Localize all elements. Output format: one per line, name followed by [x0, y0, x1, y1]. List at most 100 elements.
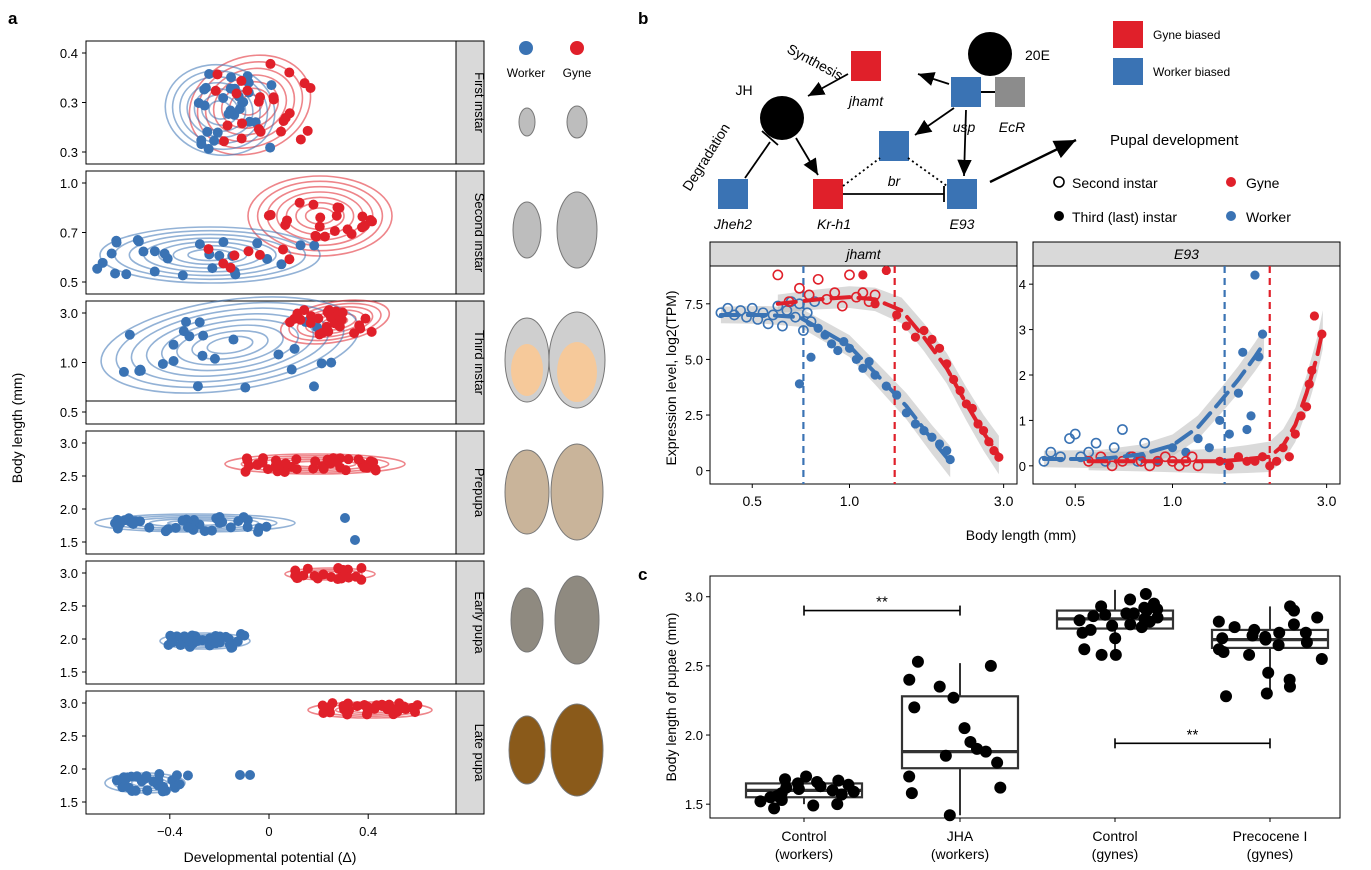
- worker-point: [326, 357, 337, 368]
- worker-point: [295, 240, 306, 251]
- worker-point: [308, 381, 319, 392]
- gyne-legend-label: Gyne: [563, 66, 592, 80]
- filled-gyne-point: [858, 270, 868, 280]
- worker-point: [232, 636, 243, 647]
- usp-to-e93-arrow: [957, 109, 972, 177]
- open-worker-point: [777, 320, 788, 332]
- category-label-line: (gynes): [1092, 846, 1139, 862]
- facet-strip: [1032, 241, 1341, 267]
- jh-node: [760, 96, 804, 140]
- worker-point: [273, 349, 284, 360]
- pupa-point: [1273, 626, 1286, 639]
- filled-worker-point: [1233, 388, 1244, 398]
- ytick-label: 2.0: [60, 502, 78, 517]
- pupa-point: [768, 802, 781, 815]
- ytick-label: 0.7: [60, 226, 78, 241]
- gyne-point: [317, 700, 328, 711]
- pupae-y-axis-label: Body length of pupae (mm): [663, 613, 679, 782]
- worker-point: [200, 82, 211, 93]
- worker-specimen: [512, 201, 542, 259]
- pupa-point: [1216, 632, 1229, 645]
- ytick-label: 0.4: [60, 46, 78, 61]
- pupa-point: [800, 770, 813, 783]
- open-worker-point: [1038, 455, 1050, 467]
- xtick-label: 3.0: [994, 493, 1014, 509]
- worker-point: [97, 257, 108, 268]
- open-worker-point: [1139, 437, 1151, 449]
- pupa-point: [1311, 611, 1324, 624]
- second-instar-legend-marker: [1053, 176, 1065, 188]
- krh1-label: Kr-h1: [817, 216, 851, 232]
- filled-gyne-point: [1309, 311, 1320, 321]
- open-worker-point: [1083, 446, 1095, 458]
- pupa-point: [933, 680, 946, 693]
- gyne-point: [334, 321, 345, 332]
- gyne-point: [362, 706, 373, 717]
- pupa-point: [991, 756, 1004, 769]
- pupae-boxplot: 1.5 2.0 2.5 3.0 Control (workers) JHA (workers)…: [685, 575, 1341, 862]
- gyne-legend-dot: [570, 41, 584, 55]
- filled-gyne-point: [892, 310, 902, 320]
- open-gyne-point: [844, 269, 855, 281]
- pupa-point: [1228, 621, 1241, 634]
- xtick-label: 0: [265, 824, 272, 839]
- worker-point: [240, 382, 251, 393]
- worker-point: [228, 334, 239, 345]
- category-label-line: (gynes): [1247, 846, 1294, 862]
- open-worker-point: [722, 302, 734, 314]
- category-label-line: Control: [781, 828, 826, 844]
- pupa-point: [1246, 629, 1259, 642]
- worker-point: [286, 364, 297, 375]
- ytick-label: 3.0: [60, 566, 78, 581]
- worker-trend-line: [718, 312, 953, 464]
- xtick-label: 3.0: [1317, 493, 1337, 509]
- worker-point: [168, 339, 179, 350]
- jheh2-label: Jheh2: [713, 216, 752, 232]
- gyne-specimen: [550, 443, 604, 541]
- worker-point: [194, 317, 205, 328]
- gyne-specimen: [550, 703, 604, 797]
- pupa-point: [1087, 610, 1100, 623]
- pupa-point: [1283, 680, 1296, 693]
- pupa-point: [1272, 639, 1285, 652]
- gyne-specimen: [566, 105, 588, 139]
- pupa-point: [1315, 652, 1328, 665]
- ecr-node: [995, 77, 1025, 107]
- gyne-density-contour: [256, 180, 384, 252]
- gyne-point: [278, 244, 289, 255]
- gyne-point: [210, 85, 221, 96]
- worker-point: [123, 782, 134, 793]
- ytick-label: 2.5: [60, 599, 78, 614]
- worker-point: [204, 69, 215, 80]
- br-dotted-right: [907, 157, 948, 187]
- xtick-label: 0.4: [359, 824, 377, 839]
- ytick-label: 3.0: [60, 436, 78, 451]
- pupa-point: [791, 777, 804, 790]
- gyne-point: [360, 313, 371, 324]
- gyne-point: [236, 133, 247, 144]
- pupa-point: [994, 781, 1007, 794]
- pupa-point: [1078, 643, 1091, 656]
- ecdysone-node: [968, 32, 1012, 76]
- ytick-label: 2.5: [685, 659, 703, 674]
- synthesis-label: Synthesis: [785, 41, 846, 84]
- worker-point: [118, 366, 129, 377]
- pupa-point: [1073, 614, 1086, 627]
- category-label: Precocene I (gynes): [1233, 828, 1308, 862]
- filled-worker-point: [1242, 424, 1252, 435]
- open-worker-point: [1090, 437, 1102, 449]
- gyne-point: [229, 250, 240, 261]
- worker-point: [203, 143, 214, 154]
- ytick-label: 4: [1019, 277, 1026, 292]
- worker-point: [316, 358, 327, 369]
- filled-gyne-point: [901, 321, 911, 331]
- gyne-point: [357, 211, 368, 222]
- open-worker-point: [746, 302, 758, 314]
- gyne-point: [337, 307, 348, 318]
- usp-to-jh-arrow: [917, 72, 950, 86]
- stage-frame: [85, 300, 457, 425]
- gyne-specimen: [554, 575, 600, 665]
- worker-point: [244, 116, 255, 127]
- worker-point: [266, 80, 277, 91]
